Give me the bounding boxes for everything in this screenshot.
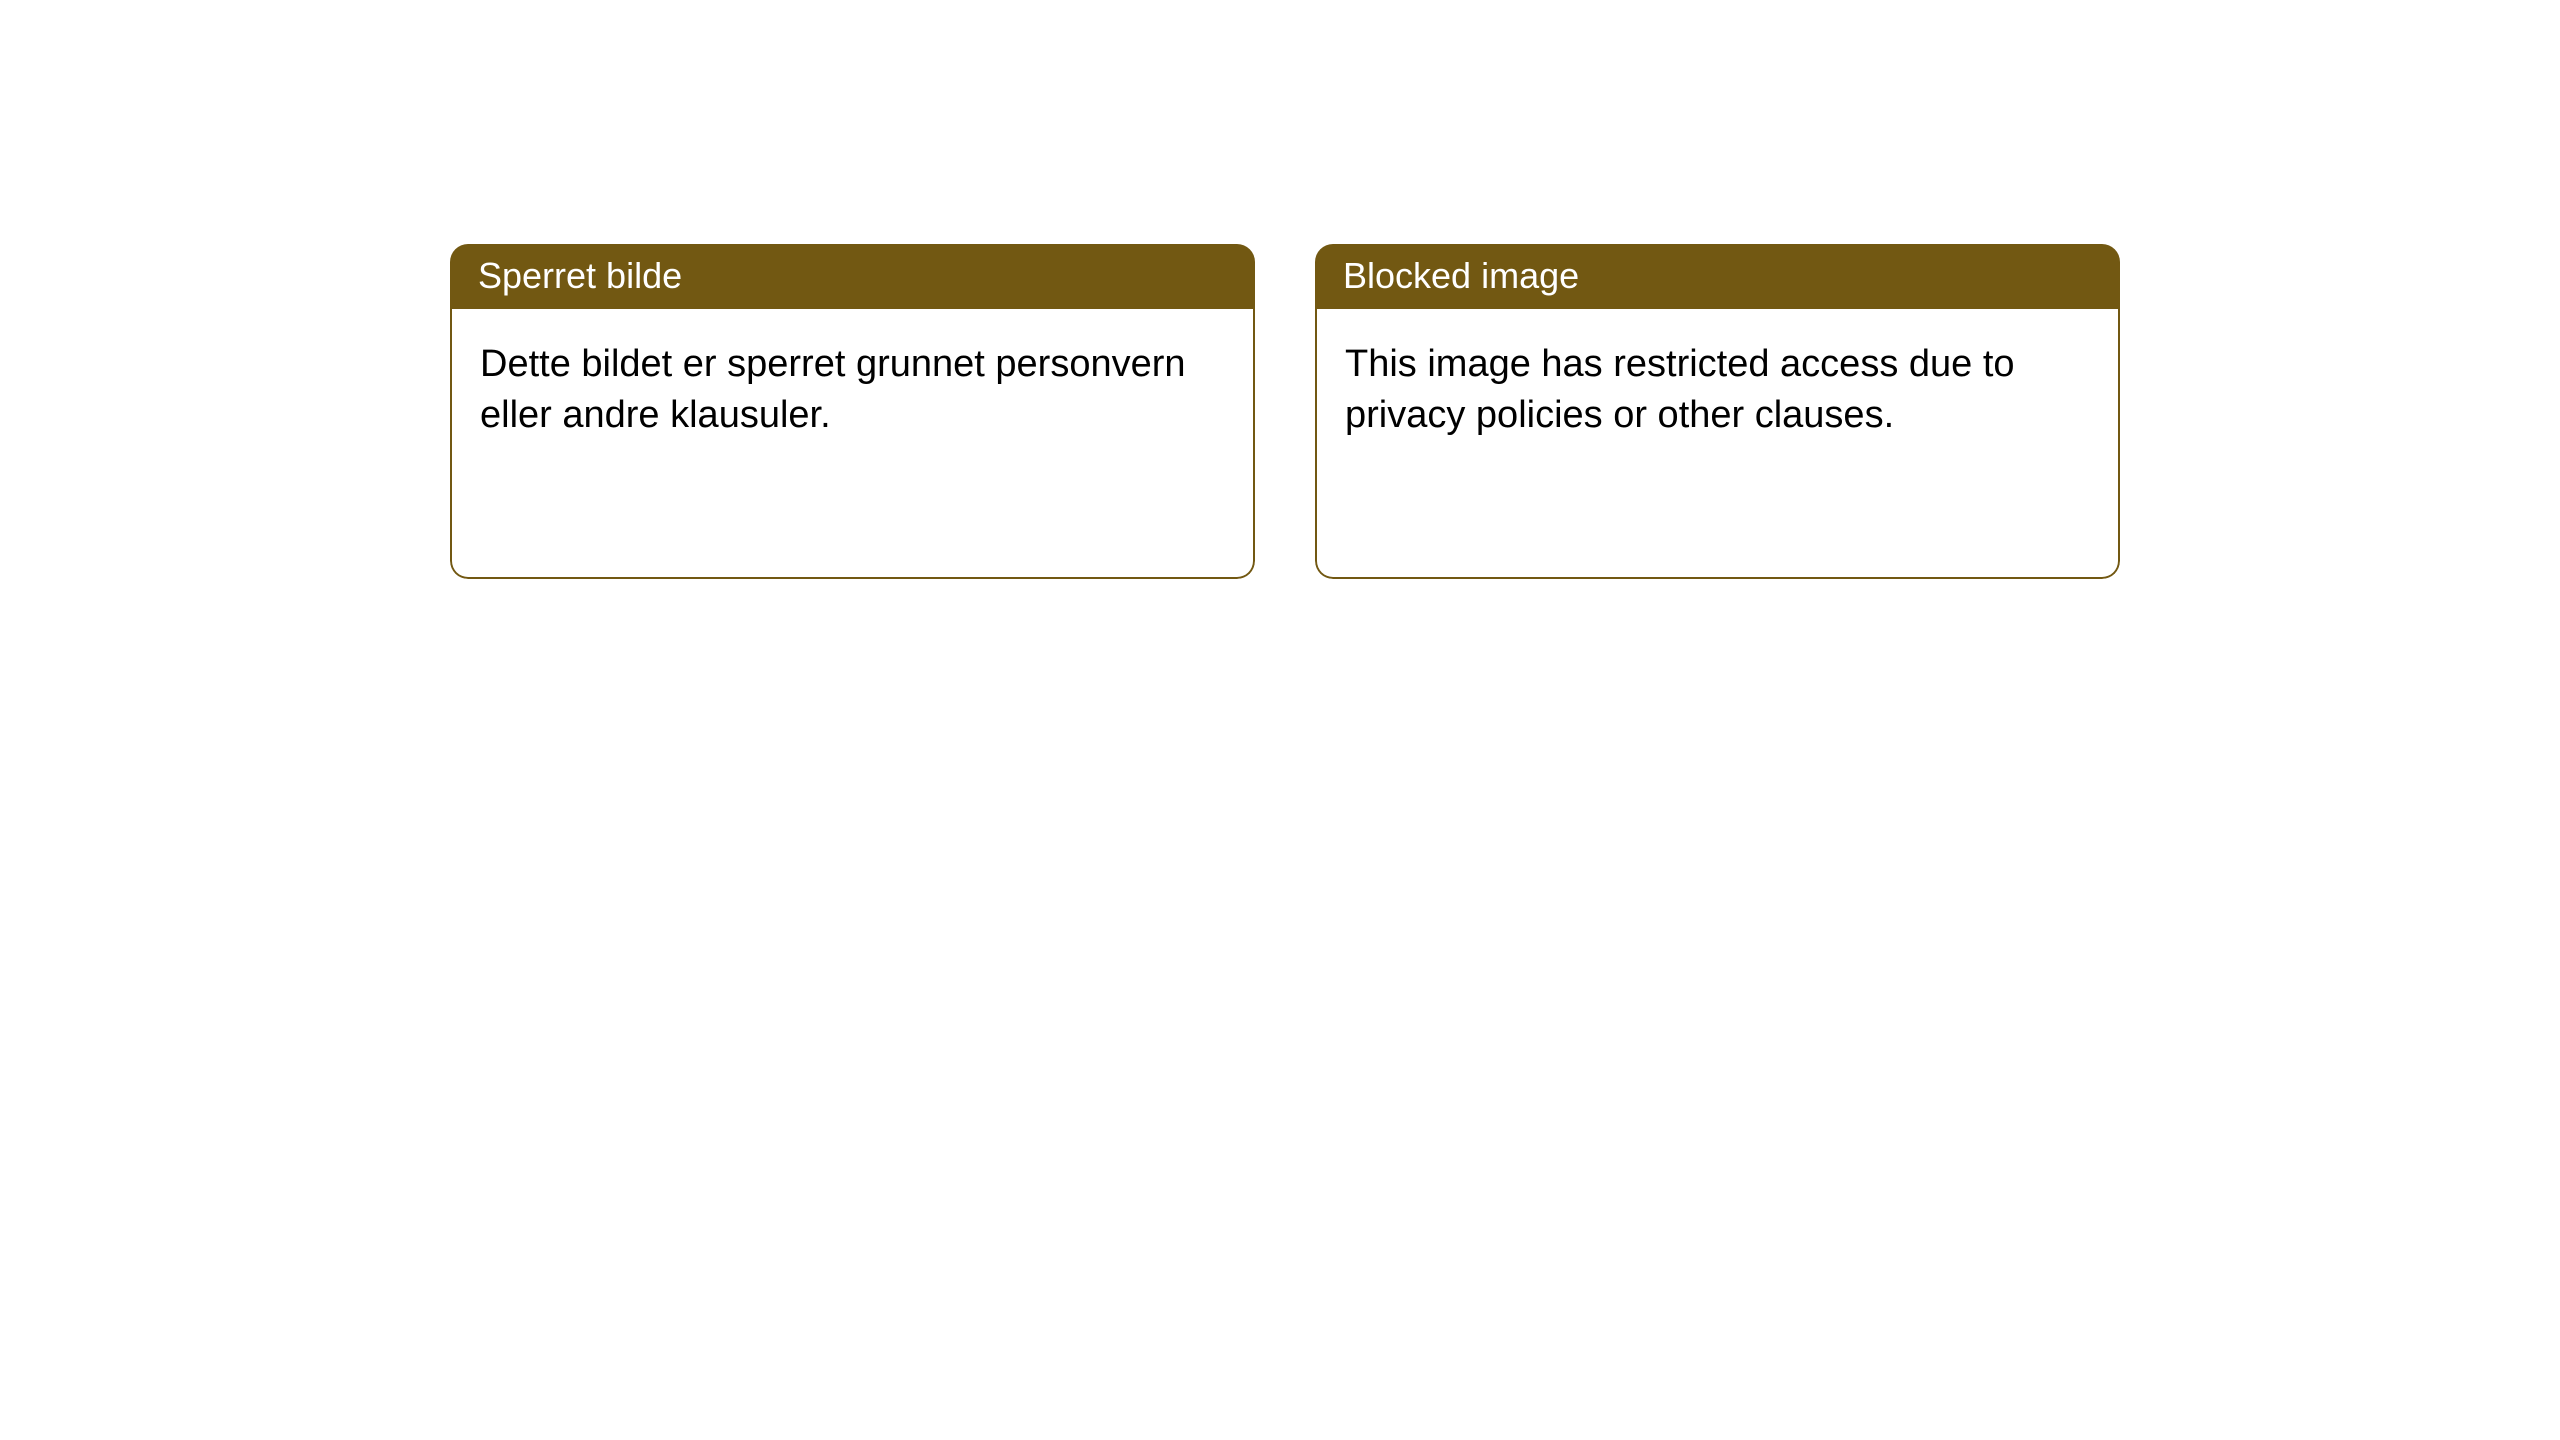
notice-header: Blocked image (1315, 244, 2120, 309)
notice-header: Sperret bilde (450, 244, 1255, 309)
notice-body: This image has restricted access due to … (1315, 309, 2120, 579)
notice-container: Sperret bilde Dette bildet er sperret gr… (450, 244, 2120, 579)
notice-card-norwegian: Sperret bilde Dette bildet er sperret gr… (450, 244, 1255, 579)
notice-card-english: Blocked image This image has restricted … (1315, 244, 2120, 579)
notice-body: Dette bildet er sperret grunnet personve… (450, 309, 1255, 579)
